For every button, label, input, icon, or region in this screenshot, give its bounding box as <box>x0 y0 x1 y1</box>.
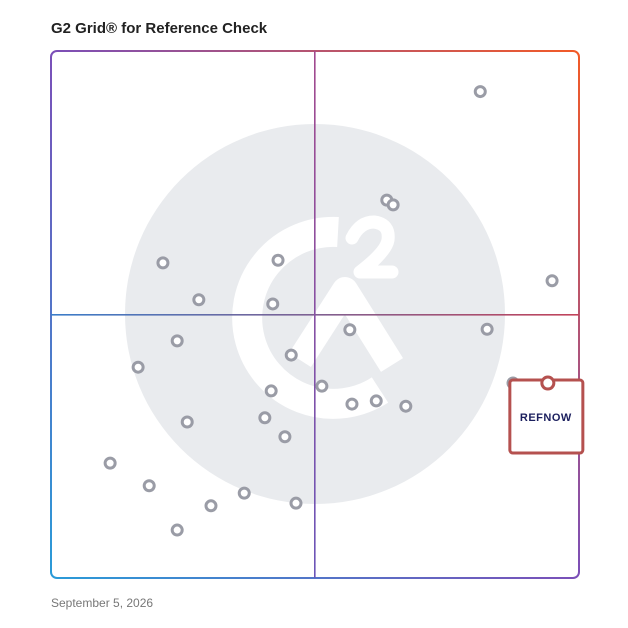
report-date: September 5, 2026 <box>51 596 153 610</box>
product-point <box>399 399 413 413</box>
product-point <box>264 384 278 398</box>
product-point <box>369 394 383 408</box>
product-point <box>258 411 272 425</box>
product-point <box>170 334 184 348</box>
product-point <box>480 322 494 336</box>
product-point <box>473 85 487 99</box>
product-point <box>278 430 292 444</box>
product-point <box>266 297 280 311</box>
product-point <box>103 456 117 470</box>
chart-title: G2 Grid® for Reference Check <box>51 20 268 37</box>
product-point <box>142 479 156 493</box>
product-point <box>192 293 206 307</box>
product-point <box>170 523 184 537</box>
product-point <box>271 253 285 267</box>
product-point <box>156 256 170 270</box>
product-point <box>284 348 298 362</box>
product-point <box>386 198 400 212</box>
product-point <box>343 323 357 337</box>
product-point <box>180 415 194 429</box>
product-point <box>545 274 559 288</box>
product-point <box>289 496 303 510</box>
highlight-label: REFNOW <box>520 412 572 424</box>
quadrant-line <box>314 51 316 578</box>
product-point <box>237 486 251 500</box>
product-point <box>345 397 359 411</box>
product-point <box>131 360 145 374</box>
product-point <box>315 379 329 393</box>
highlight-point <box>540 375 556 391</box>
product-point <box>204 499 218 513</box>
